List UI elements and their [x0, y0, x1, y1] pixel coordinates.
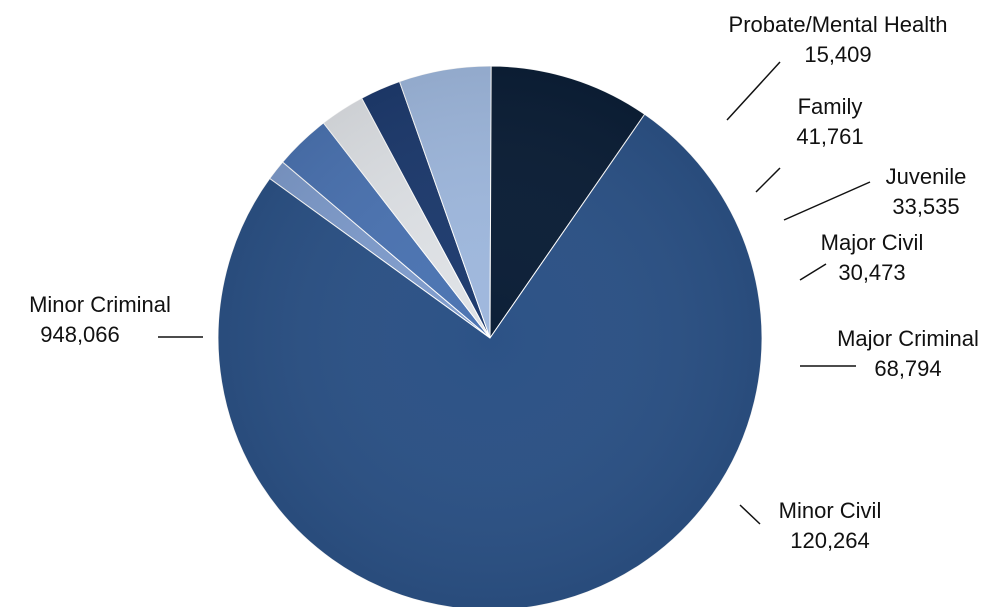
leader-line-major-civil: [799, 263, 827, 281]
slice-value-major-civil: 30,473: [838, 260, 905, 285]
slice-value-major-criminal: 68,794: [874, 356, 941, 381]
slice-value-probate-mental-health: 15,409: [804, 42, 871, 67]
leader-line-juvenile: [783, 181, 871, 221]
leader-line-family: [755, 167, 781, 193]
slice-label-major-criminal: Major Criminal: [837, 326, 979, 351]
slice-label-minor-criminal: Minor Criminal: [29, 292, 171, 317]
slice-label-major-civil: Major Civil: [821, 230, 924, 255]
leader-line-minor-civil: [739, 504, 761, 525]
slice-value-juvenile: 33,535: [892, 194, 959, 219]
slice-label-juvenile: Juvenile: [886, 164, 967, 189]
leader-line-probate-mental-health: [726, 61, 781, 121]
slice-value-minor-criminal: 948,066: [40, 322, 120, 347]
slice-value-minor-civil: 120,264: [790, 528, 870, 553]
slice-labels: Probate/Mental Health 15,409 Family 41,761 J…: [29, 12, 979, 553]
leader-lines: [158, 61, 871, 525]
slice-value-family: 41,761: [796, 124, 863, 149]
slice-label-family: Family: [798, 94, 863, 119]
slice-label-minor-civil: Minor Civil: [779, 498, 882, 523]
slice-label-probate-mental-health: Probate/Mental Health: [729, 12, 948, 37]
pie-slices: [217, 65, 763, 607]
